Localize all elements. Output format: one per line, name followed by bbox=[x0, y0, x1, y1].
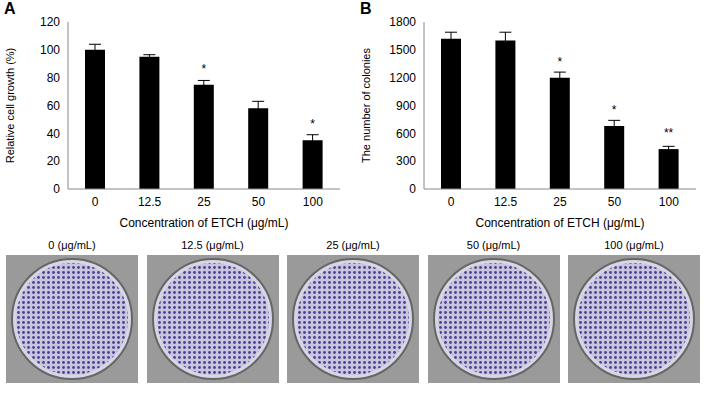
svg-text:50: 50 bbox=[252, 195, 266, 209]
svg-text:The number of colonies: The number of colonies bbox=[360, 48, 372, 163]
svg-text:40: 40 bbox=[47, 127, 61, 141]
svg-text:0: 0 bbox=[92, 195, 99, 209]
html-text:50 (μg/mL): 50 (μg/mL) bbox=[466, 239, 521, 251]
svg-text:1200: 1200 bbox=[389, 71, 416, 85]
svg-text:50: 50 bbox=[608, 195, 622, 209]
svg-text:100: 100 bbox=[40, 43, 60, 57]
svg-text:20: 20 bbox=[47, 154, 61, 168]
svg-text:1800: 1800 bbox=[389, 15, 416, 29]
svg-text:300: 300 bbox=[396, 154, 416, 168]
svg-text:0: 0 bbox=[409, 182, 416, 196]
svg-text:120: 120 bbox=[40, 15, 60, 29]
svg-text:*: * bbox=[310, 117, 315, 131]
svg-text:**: ** bbox=[664, 126, 674, 140]
svg-text:100: 100 bbox=[303, 195, 323, 209]
svg-text:12.5: 12.5 bbox=[138, 195, 162, 209]
svg-text:1500: 1500 bbox=[389, 43, 416, 57]
html-text:A: A bbox=[4, 0, 16, 17]
svg-text:0: 0 bbox=[53, 182, 60, 196]
svg-text:0: 0 bbox=[448, 195, 455, 209]
html-text:25 (μg/mL): 25 (μg/mL) bbox=[326, 239, 380, 251]
html-text:B: B bbox=[360, 0, 372, 17]
svg-text:Concentration of ETCH (μg/mL): Concentration of ETCH (μg/mL) bbox=[476, 216, 645, 230]
svg-text:12.5: 12.5 bbox=[494, 195, 518, 209]
html-text:12.5 (μg/mL): 12.5 (μg/mL) bbox=[181, 239, 244, 251]
svg-text:25: 25 bbox=[553, 195, 567, 209]
html-text:0 (μg/mL): 0 (μg/mL) bbox=[48, 239, 96, 251]
svg-text:Concentration of ETCH (μg/mL): Concentration of ETCH (μg/mL) bbox=[120, 216, 289, 230]
svg-text:80: 80 bbox=[47, 71, 61, 85]
svg-text:900: 900 bbox=[396, 99, 416, 113]
svg-text:*: * bbox=[557, 55, 562, 69]
svg-text:600: 600 bbox=[396, 127, 416, 141]
svg-text:60: 60 bbox=[47, 99, 61, 113]
svg-text:Relative cell growth (%): Relative cell growth (%) bbox=[4, 48, 16, 164]
svg-text:*: * bbox=[612, 103, 617, 117]
svg-text:*: * bbox=[201, 62, 206, 76]
svg-text:25: 25 bbox=[197, 195, 211, 209]
svg-text:100: 100 bbox=[659, 195, 679, 209]
html-text:100 (μg/mL): 100 (μg/mL) bbox=[604, 239, 664, 251]
